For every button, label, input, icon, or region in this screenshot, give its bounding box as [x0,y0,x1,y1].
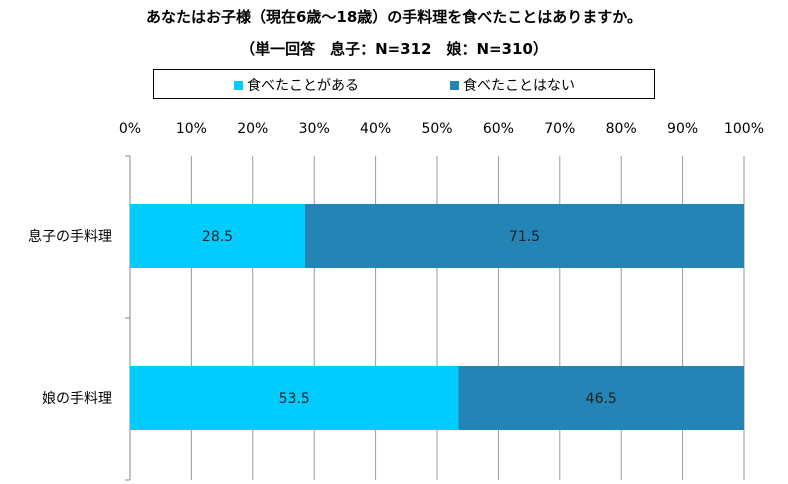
x-tick-label: 80% [606,121,637,137]
data-label: 71.5 [509,229,540,245]
chart-subtitle: （単一回答 息子：N=312 娘：N=310） [240,40,548,58]
legend-swatch-ate [234,80,243,90]
legend-label-ate: 食べたことがある [247,78,359,94]
x-tick-label: 30% [299,121,330,137]
x-tick-label: 100% [724,121,764,137]
chart-title: あなたはお子様（現在6歳～18歳）の手料理を食べたことはありますか。 [145,8,642,26]
category-label: 娘の手料理 [42,391,112,407]
data-label: 46.5 [586,391,617,407]
x-tick-label: 40% [360,121,391,137]
x-tick-label: 0% [119,121,141,137]
legend-label-not-ate: 食べたことはない [463,78,575,94]
category-label: 息子の手料理 [28,228,112,245]
x-tick-label: 90% [667,121,698,137]
x-tick-label: 60% [483,121,514,137]
x-tick-label: 50% [421,121,452,137]
bar-segment [130,204,305,268]
bar-segment [458,366,744,430]
bar-segment [304,204,744,268]
legend-item-ate: 食べたことがある [234,75,359,95]
legend-item-not-ate: 食べたことはない [450,75,575,95]
x-tick-label: 70% [544,121,575,137]
data-label: 53.5 [279,391,310,407]
legend: 食べたことがある 食べたことはない [153,69,655,99]
x-tick-label: 10% [176,121,207,137]
legend-swatch-not-ate [450,80,459,90]
x-tick-label: 20% [237,121,268,137]
data-label: 28.5 [202,229,233,245]
bar-segment [130,366,459,430]
